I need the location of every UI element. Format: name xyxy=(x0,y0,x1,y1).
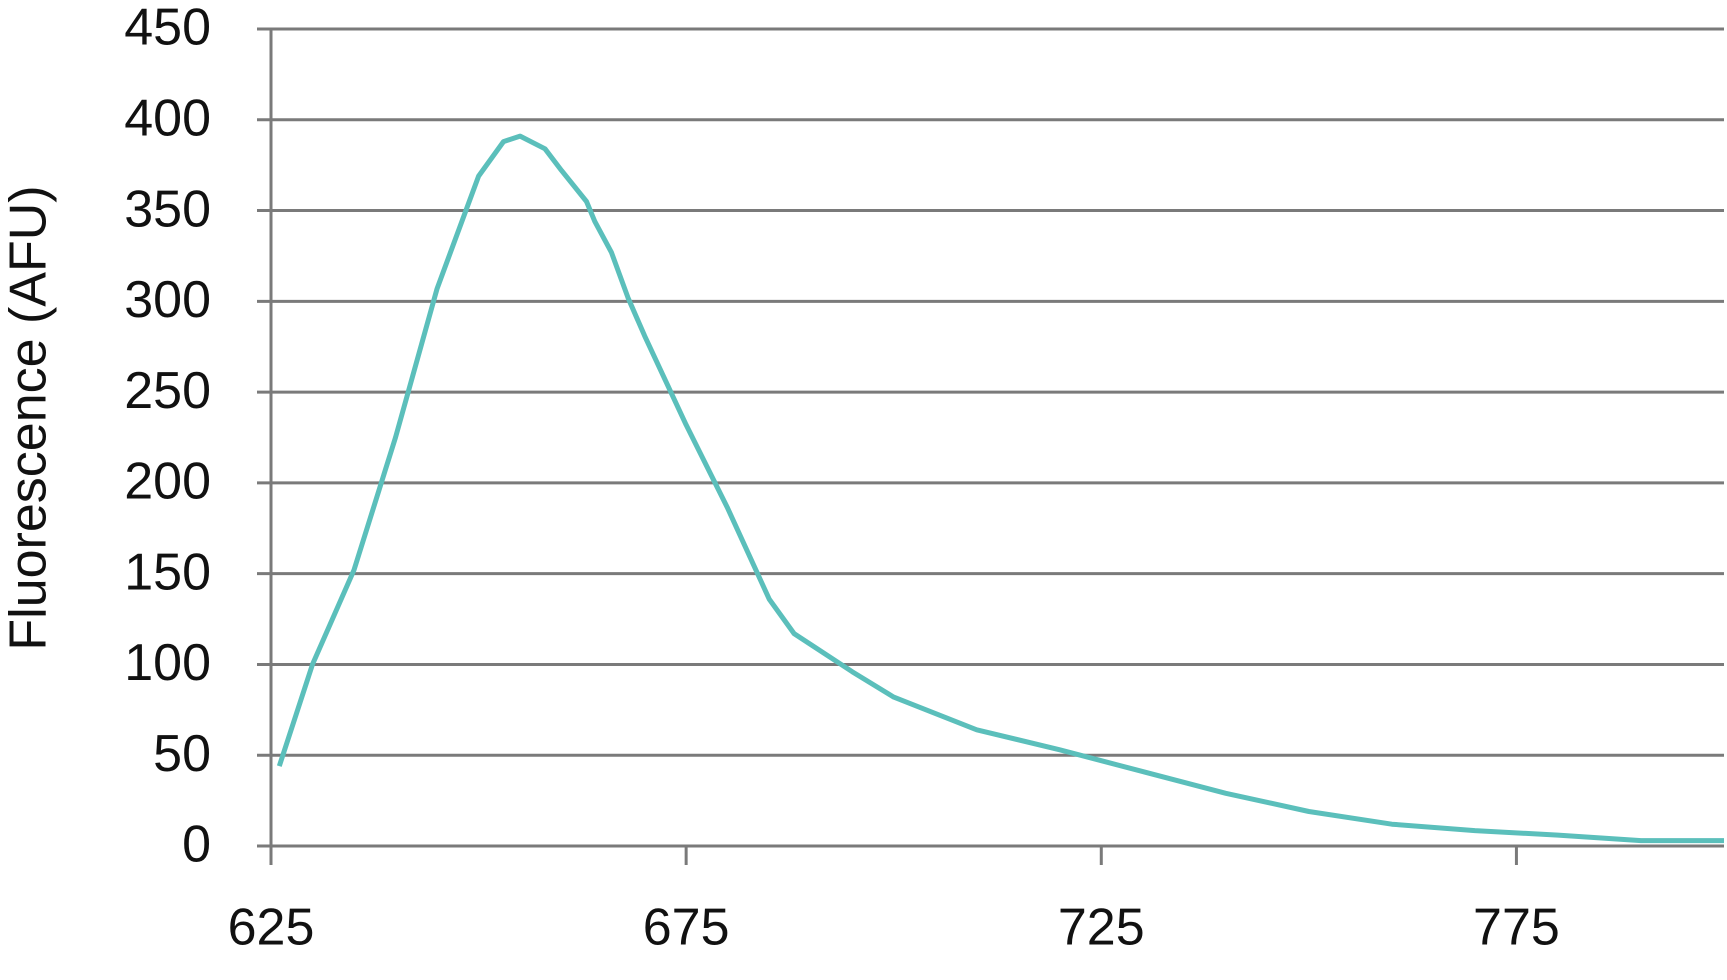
data-line xyxy=(276,133,1724,844)
y-tick-label: 350 xyxy=(124,180,211,238)
x-tick-label: 775 xyxy=(1473,899,1560,957)
y-tick-label: 250 xyxy=(124,362,211,420)
y-tick-label: 50 xyxy=(153,725,211,783)
x-tick-label: 675 xyxy=(643,899,730,957)
x-tick-label: 725 xyxy=(1058,899,1145,957)
y-tick-label: 150 xyxy=(124,543,211,601)
x-tick-label: 625 xyxy=(228,899,315,957)
y-tick-label: 100 xyxy=(124,634,211,692)
y-tick-label: 450 xyxy=(124,0,211,57)
y-axis-label: Fluorescence (AFU) xyxy=(0,185,58,650)
y-tick-label: 300 xyxy=(124,271,211,329)
y-tick-label: 200 xyxy=(124,453,211,511)
y-tick-label: 400 xyxy=(124,90,211,148)
y-tick-label: 0 xyxy=(182,816,211,874)
